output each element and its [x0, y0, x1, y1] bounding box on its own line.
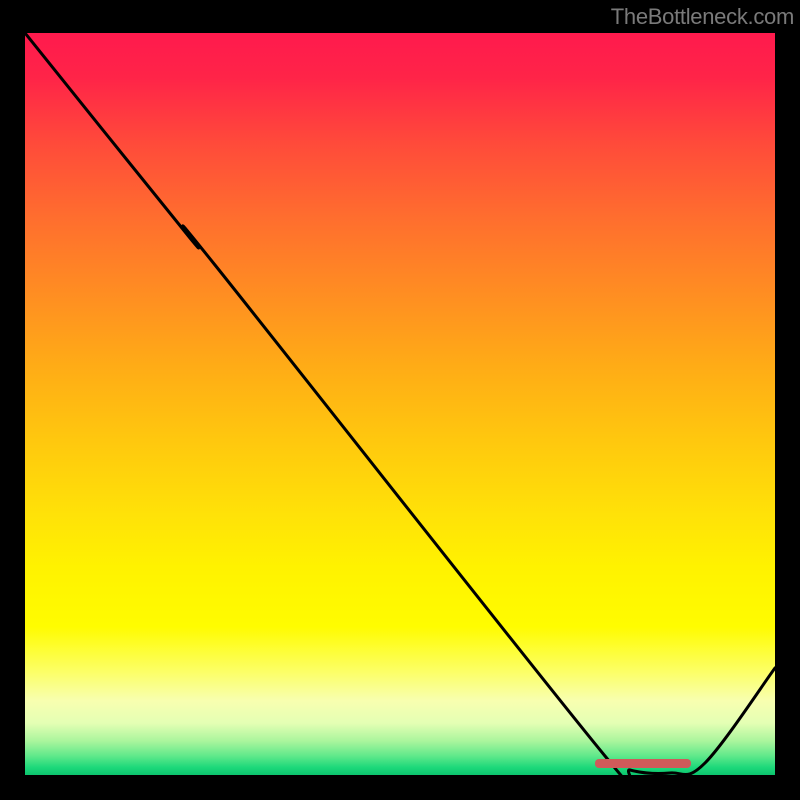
- optimal-marker: [595, 759, 691, 768]
- attribution-text: TheBottleneck.com: [611, 4, 794, 30]
- chart-curve: [25, 33, 775, 775]
- plot-area: [25, 33, 775, 775]
